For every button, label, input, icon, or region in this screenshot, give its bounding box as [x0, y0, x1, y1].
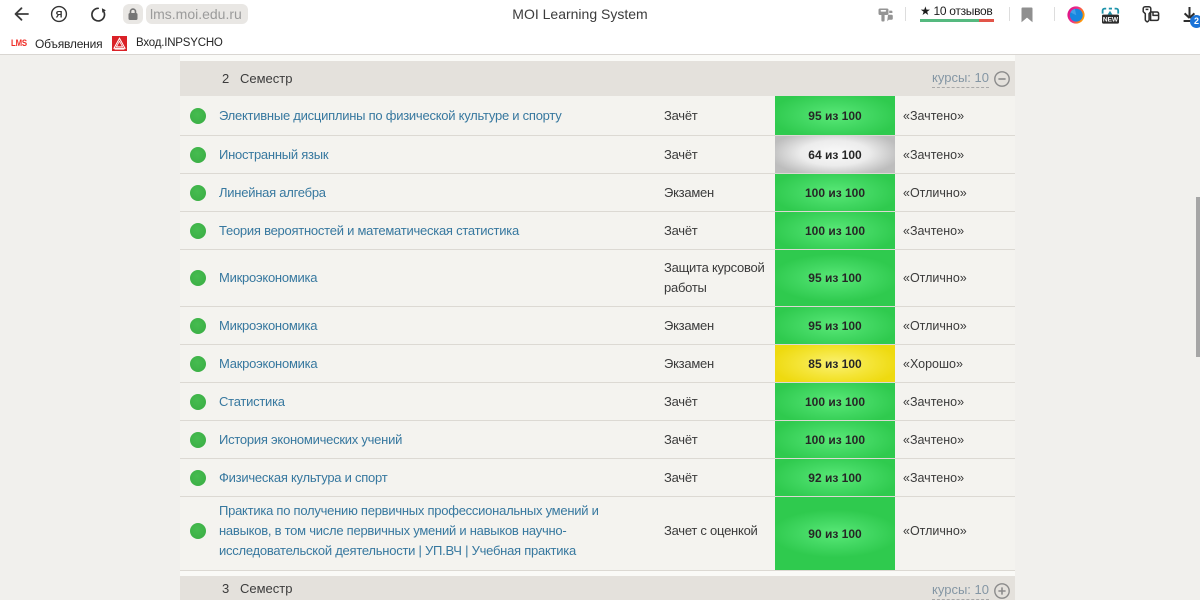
svg-text:Я: Я [56, 9, 63, 20]
svg-text:NEW: NEW [1103, 16, 1119, 23]
